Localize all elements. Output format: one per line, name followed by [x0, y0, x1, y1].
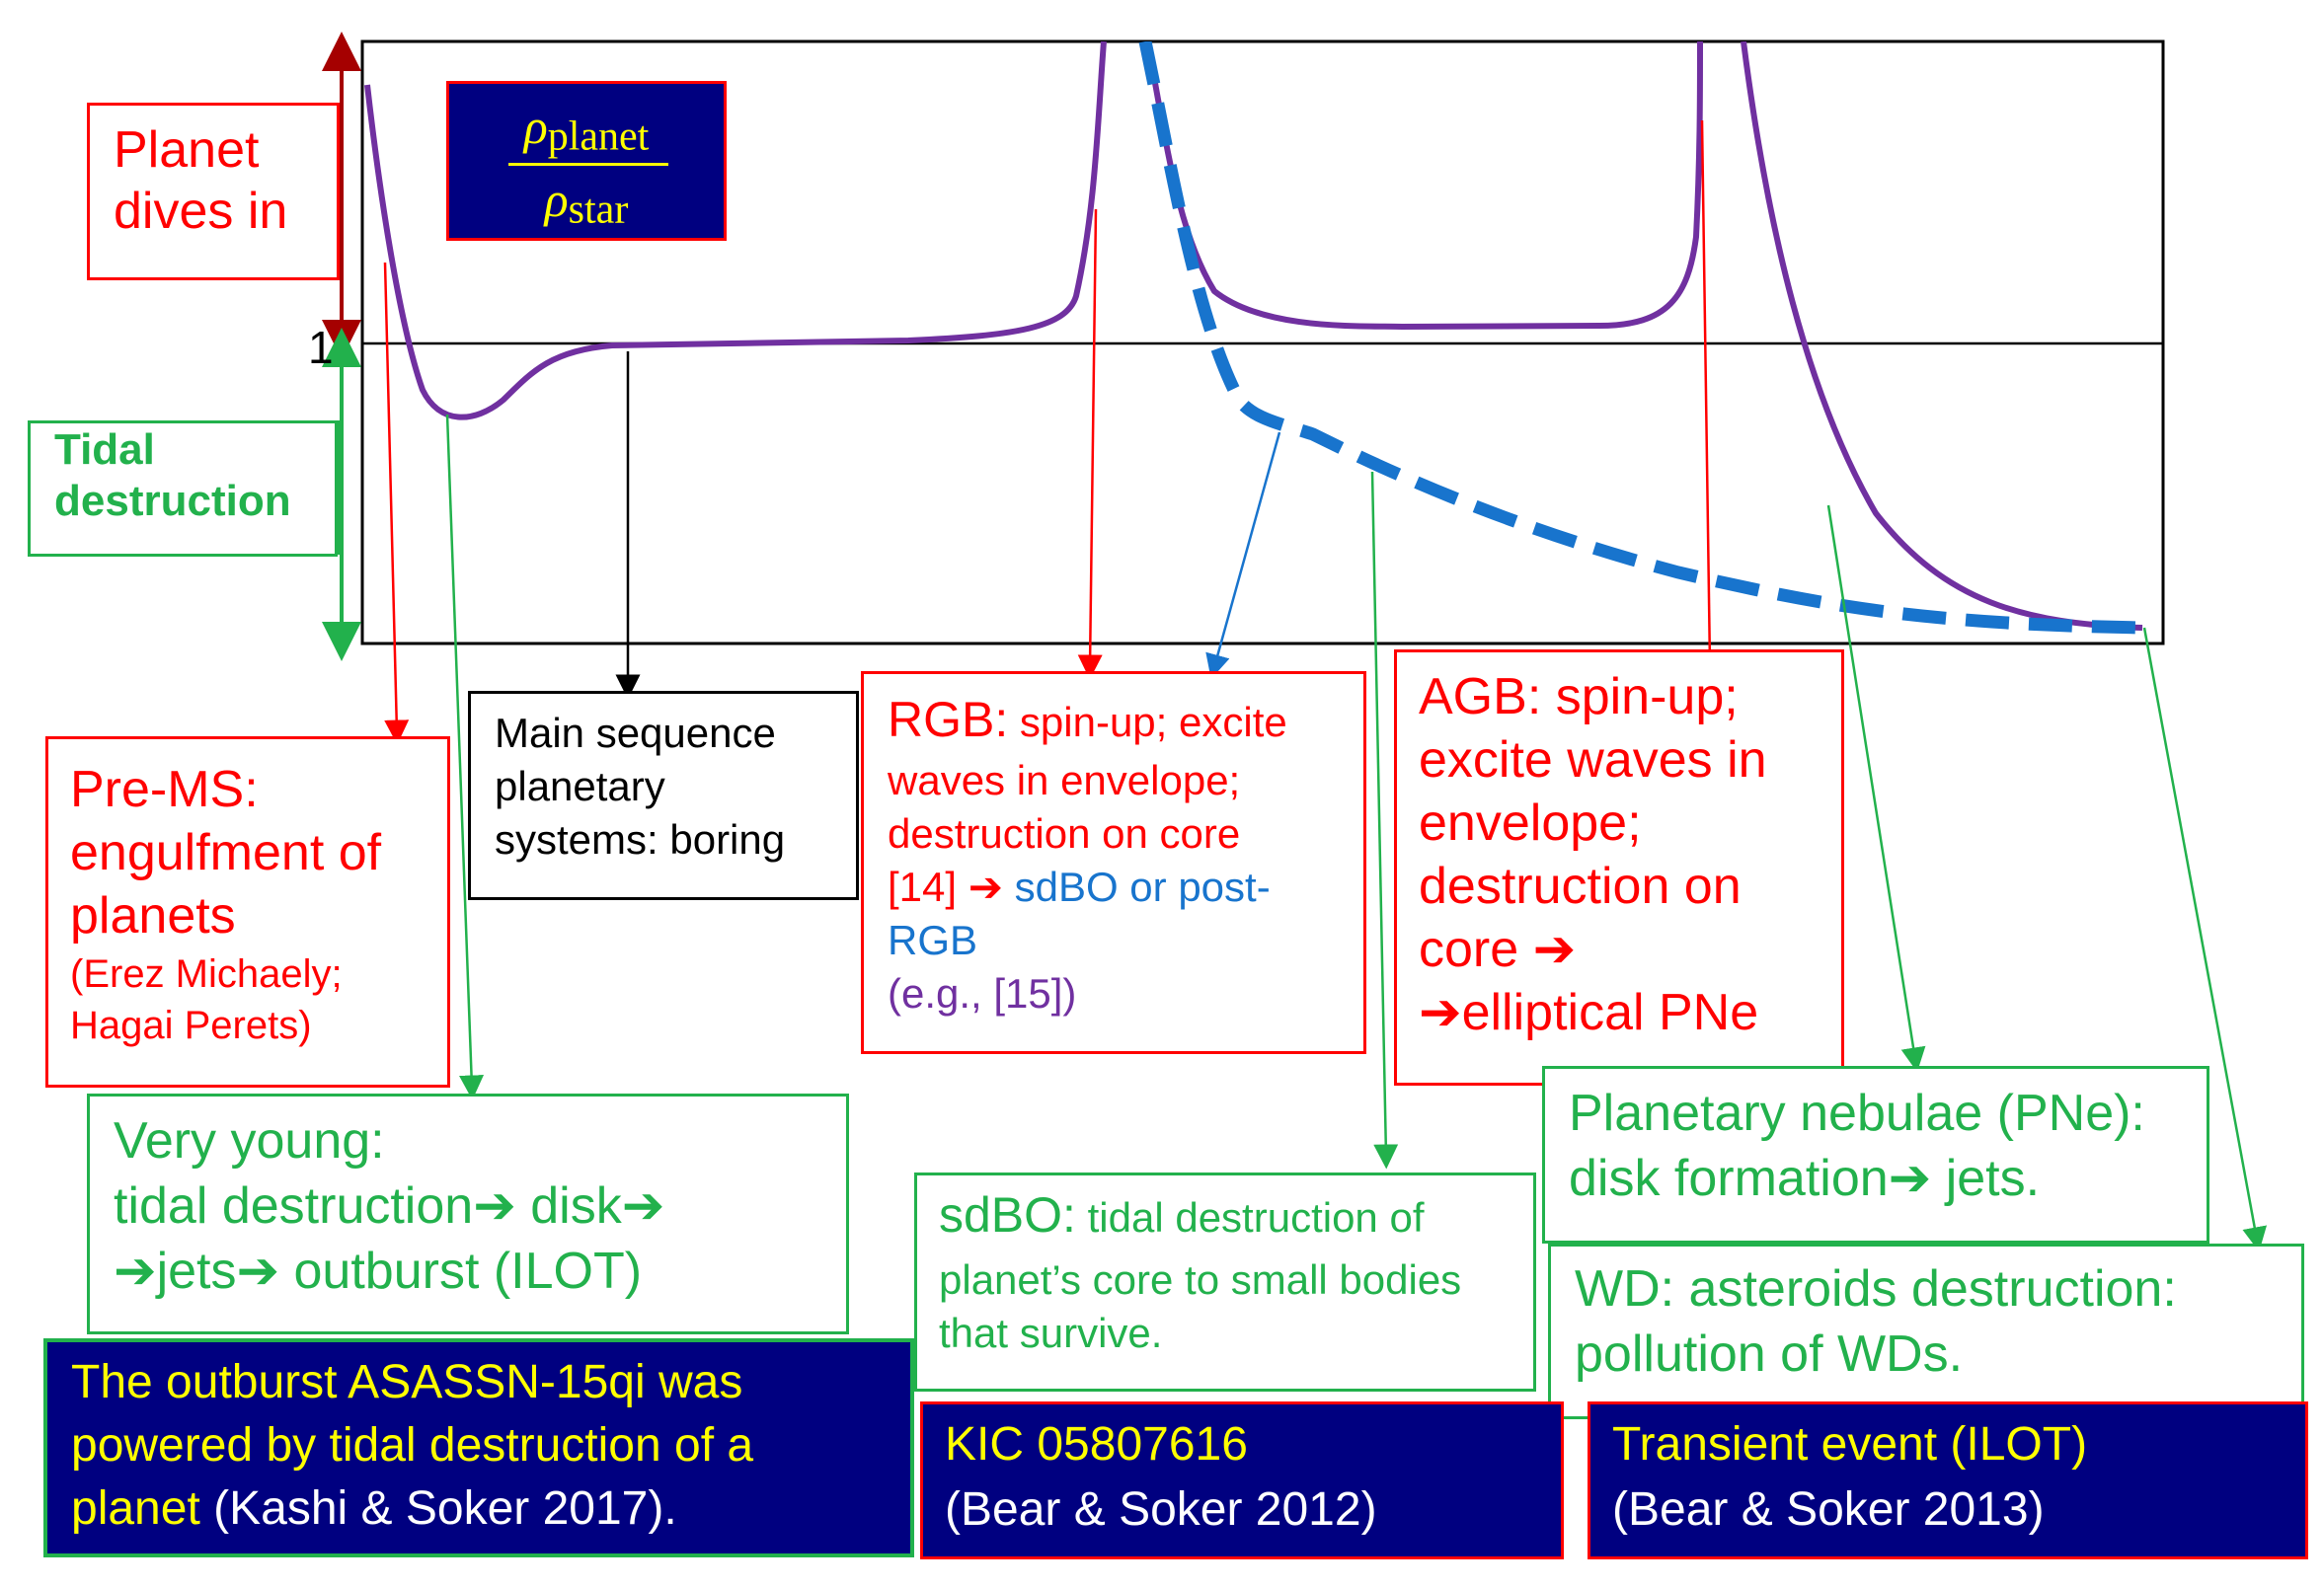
- transient-line-1: Transient event (ILOT): [1612, 1418, 2088, 1471]
- agb-line-2: excite waves in: [1419, 731, 1767, 789]
- very-young-line-2: tidal destruction➔ disk➔: [114, 1177, 665, 1235]
- tidal-line-1: Tidal: [54, 425, 155, 474]
- pre-ms-title-3: planets: [70, 887, 236, 945]
- sdbo-box: sdBO: tidal destruction of planet’s core…: [914, 1173, 1536, 1392]
- dives-in-line-1: Planet: [114, 121, 260, 179]
- ms-line-3: systems: boring: [495, 816, 786, 863]
- pre-ms-arrow: [383, 262, 410, 745]
- very-young-line-3: ➔jets➔ outburst (ILOT): [114, 1243, 643, 1300]
- asassn-line-1: The outburst ASASSN-15qi was: [71, 1356, 743, 1408]
- kic-line-1: KIC 05807616: [945, 1418, 1248, 1471]
- agb-line-1: AGB: spin-up;: [1419, 668, 1739, 725]
- pne-line-1: Planetary nebulae (PNe):: [1569, 1085, 2145, 1142]
- planet-dives-in-box: Planet dives in: [87, 103, 340, 280]
- agb-arrow: [1697, 119, 1723, 678]
- post-rgb-dashed-track: [1138, 41, 2143, 635]
- post-rgb-arrow: [1205, 431, 1281, 680]
- agb-line-6: ➔elliptical PNe: [1419, 984, 1759, 1041]
- formula-fraction-bar: [508, 163, 668, 166]
- pre-ms-box: Pre-MS: engulfment of planets (Erez Mich…: [45, 736, 450, 1088]
- main-sequence-box: Main sequence planetary systems: boring: [468, 691, 859, 900]
- agb-line-4: destruction on: [1419, 858, 1742, 915]
- rgb-line-1: RGB: spin-up; excite: [888, 692, 1287, 747]
- pne-arrow: [1826, 504, 1926, 1073]
- very-young-arrow: [445, 414, 485, 1100]
- pre-ms-title-2: engulfment of: [70, 824, 382, 881]
- rgb-arrow: [1077, 208, 1103, 680]
- pre-ms-ref-1: (Erez Michaely;: [70, 952, 343, 996]
- pne-line-2: disk formation➔ jets.: [1569, 1150, 2041, 1207]
- wd-line-1: WD: asteroids destruction:: [1575, 1260, 2177, 1318]
- asassn-line-3: planet (Kashi & Soker 2017).: [71, 1482, 677, 1535]
- transient-box: Transient event (ILOT) (Bear & Soker 201…: [1588, 1401, 2308, 1559]
- agb-line-3: envelope;: [1419, 794, 1642, 852]
- tidal-line-2: destruction: [54, 477, 291, 525]
- pre-ms-ref-2: Hagai Perets): [70, 1004, 312, 1047]
- sdbo-arrow: [1370, 471, 1399, 1170]
- rgb-line-2: waves in envelope;: [888, 757, 1241, 803]
- pne-box: Planetary nebulae (PNe): disk formation➔…: [1542, 1066, 2209, 1244]
- kic-line-2: (Bear & Soker 2012): [945, 1483, 1377, 1536]
- very-young-box: Very young: tidal destruction➔ disk➔ ➔je…: [87, 1094, 849, 1334]
- rgb-line-4: [14] ➔ sdBO or post-: [888, 864, 1271, 910]
- tidal-destruction-box: Tidal destruction: [28, 420, 338, 557]
- rgb-line-3: destruction on core: [888, 810, 1241, 857]
- ms-line-1: Main sequence: [495, 710, 776, 756]
- asassn-line-2: powered by tidal destruction of a: [71, 1419, 754, 1472]
- wd-box: WD: asteroids destruction: pollution of …: [1548, 1244, 2304, 1419]
- rgb-line-5: RGB: [888, 917, 978, 963]
- unity-label: 1: [308, 322, 334, 373]
- agb-box: AGB: spin-up; excite waves in envelope; …: [1394, 649, 1844, 1086]
- density-ratio-formula: ρplanet ρstar: [446, 81, 727, 241]
- kic-box: KIC 05807616 (Bear & Soker 2012): [920, 1401, 1564, 1559]
- rgb-box: RGB: spin-up; excite waves in envelope; …: [861, 671, 1366, 1054]
- sdbo-line-1: sdBO: tidal destruction of: [939, 1187, 1425, 1243]
- sdbo-line-3: that survive.: [939, 1310, 1163, 1356]
- dives-in-line-2: dives in: [114, 183, 288, 240]
- sdbo-line-2: planet’s core to small bodies: [939, 1256, 1462, 1303]
- formula-numerator: ρplanet: [523, 99, 650, 160]
- transient-line-2: (Bear & Soker 2013): [1612, 1483, 2045, 1536]
- rgb-line-6: (e.g., [15]): [888, 970, 1077, 1017]
- very-young-line-1: Very young:: [114, 1112, 385, 1170]
- wd-line-2: pollution of WDs.: [1575, 1325, 1964, 1383]
- pre-ms-title-1: Pre-MS:: [70, 761, 259, 818]
- ms-line-2: planetary: [495, 763, 665, 809]
- formula-denominator: ρstar: [544, 172, 629, 233]
- asassn-box: The outburst ASASSN-15qi was powered by …: [43, 1338, 914, 1557]
- agb-line-5: core ➔: [1419, 921, 1577, 978]
- wd-arrow: [2142, 627, 2268, 1252]
